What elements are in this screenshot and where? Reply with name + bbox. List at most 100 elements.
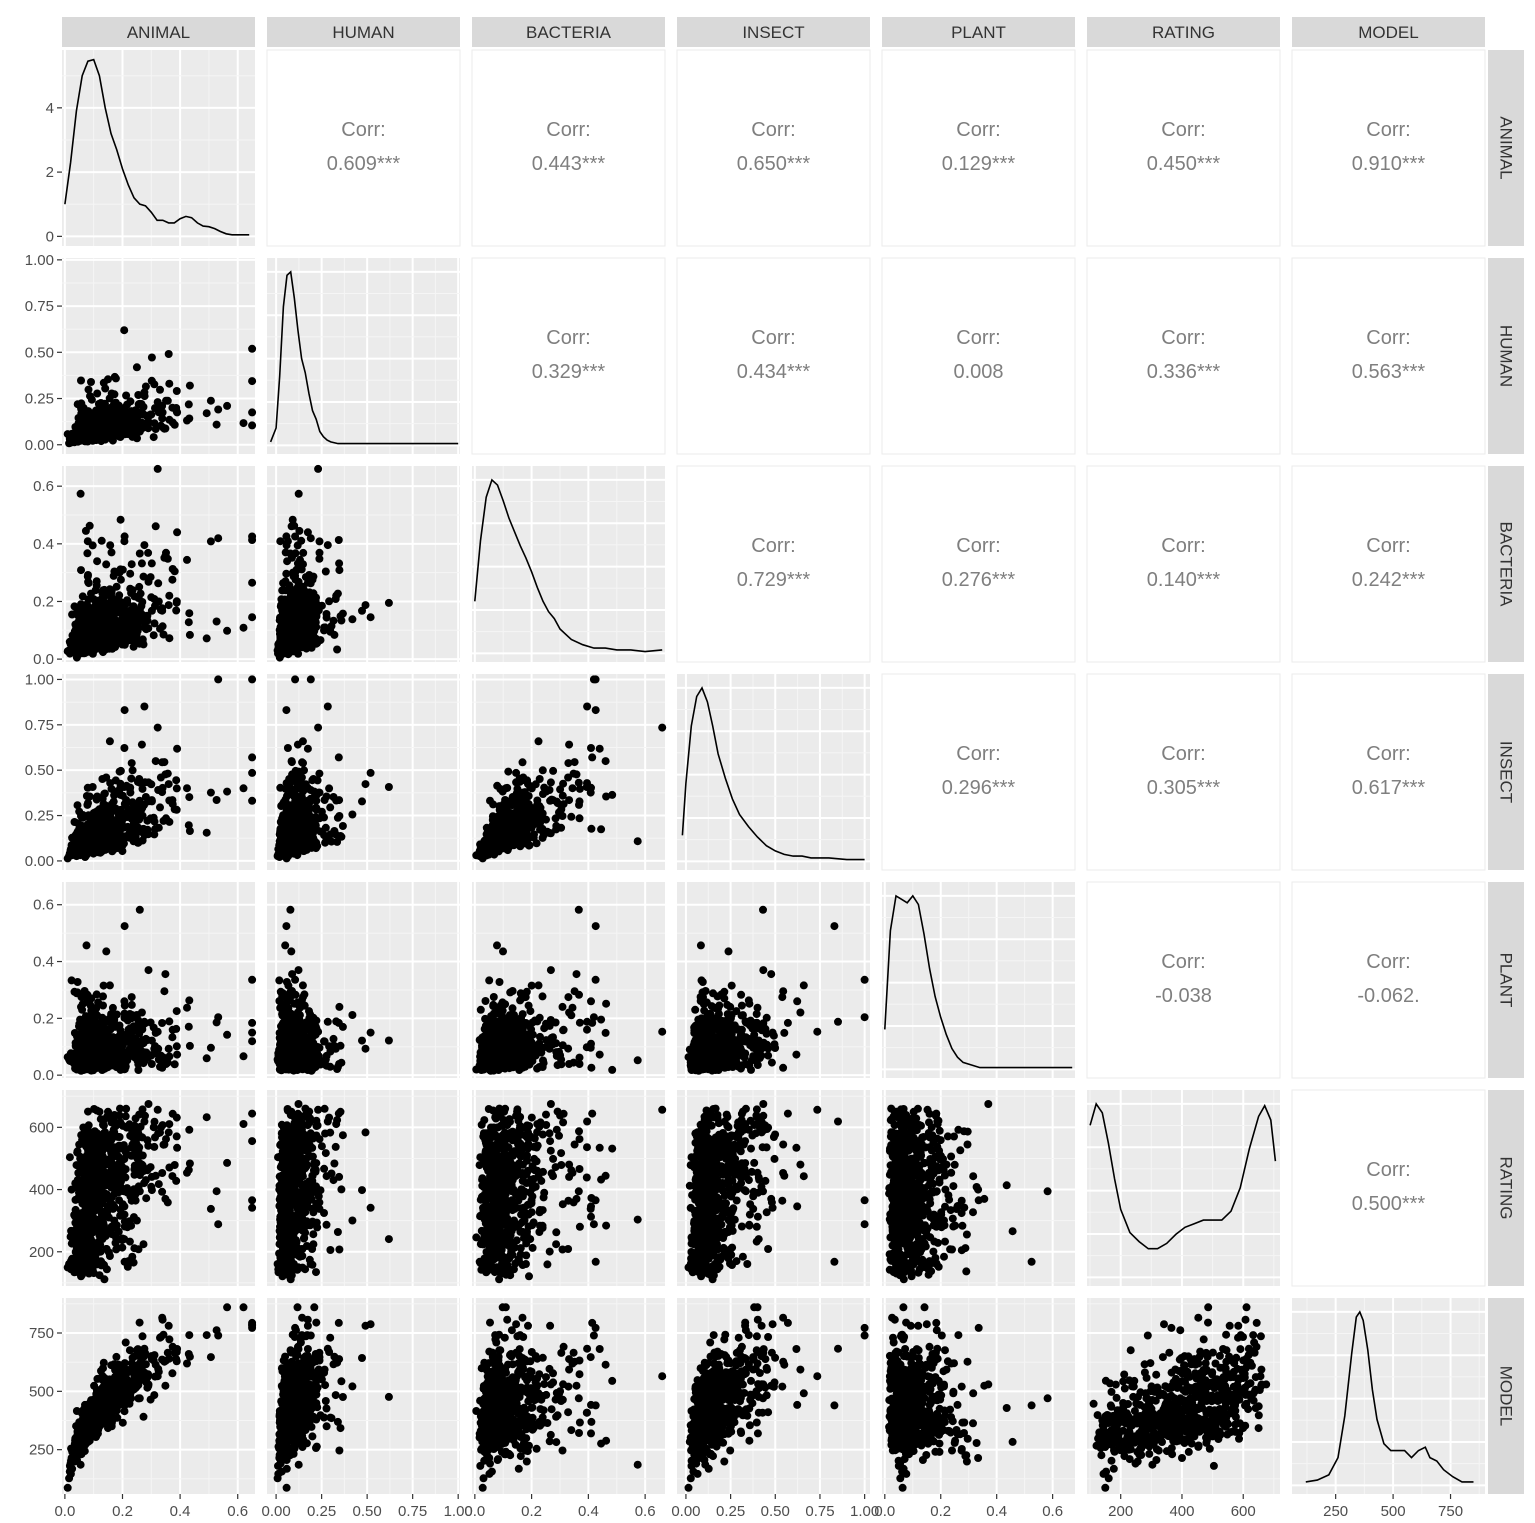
corr-label: Corr: [956, 535, 1000, 557]
scatter-point [91, 809, 100, 818]
scatter-point [138, 420, 147, 429]
scatter-point [361, 780, 370, 789]
scatter-point [298, 846, 307, 855]
scatter-point [104, 375, 112, 384]
scatter-point [515, 792, 524, 801]
scatter-point [520, 820, 529, 829]
corr-value: 0.329*** [532, 361, 606, 383]
scatter-point [212, 617, 221, 626]
scatter-point [299, 759, 307, 768]
scatter-point [185, 996, 194, 1005]
scatter-point [158, 1019, 167, 1027]
scatter-point [285, 775, 294, 783]
scatter-point [248, 753, 257, 762]
scatter-point [214, 675, 223, 684]
scatter-point [278, 814, 287, 823]
scatter-point [313, 776, 322, 785]
scatter-point [99, 800, 108, 809]
scatter-point [366, 768, 375, 777]
scatter-point [384, 783, 393, 791]
scatter-point [135, 905, 144, 914]
scatter-point [172, 387, 181, 395]
scatter-point [501, 796, 510, 804]
scatter-point [316, 636, 325, 645]
corr-panel-background [881, 673, 1076, 871]
scatter-point [107, 548, 116, 557]
scatter-point [125, 785, 134, 793]
scatter-point [308, 608, 317, 617]
scatter-point [172, 606, 181, 615]
scatter-point [87, 378, 95, 386]
scatter-point [100, 789, 109, 798]
scatter-point [151, 757, 160, 766]
scatter-point [558, 812, 567, 820]
scatter-point [110, 567, 119, 576]
scatter-point [130, 807, 139, 816]
scatter-point [165, 634, 174, 643]
scatter-point [311, 821, 320, 830]
scatter-point [595, 744, 604, 753]
scatter-point [150, 380, 159, 389]
scatter-point [322, 792, 331, 801]
scatter-point [100, 638, 109, 647]
scatter-point [587, 824, 596, 833]
scatter-point [326, 803, 335, 812]
corr-value: 0.910*** [1352, 153, 1426, 175]
scatter-point [320, 813, 328, 822]
scatter-point [206, 1043, 215, 1052]
scatter-point [89, 629, 98, 638]
scatter-point [297, 804, 306, 813]
scatter-point [137, 559, 146, 568]
scatter-point [165, 1017, 174, 1026]
corr-value: 0.450*** [1147, 153, 1221, 175]
panel-bacteria-animal [62, 464, 257, 662]
scatter-point [150, 619, 159, 628]
scatter-point [291, 675, 300, 684]
scatter-point [113, 408, 122, 417]
scatter-point [338, 822, 347, 830]
scatter-point [173, 744, 182, 753]
scatter-point [144, 778, 153, 787]
scatter-point [323, 541, 332, 550]
scatter-point [202, 828, 211, 837]
scatter-point [206, 788, 215, 797]
scatter-point [168, 796, 177, 805]
scatter-point [107, 784, 116, 793]
scatter-point [76, 489, 85, 498]
scatter-point [77, 413, 86, 422]
scatter-point [107, 434, 116, 443]
corr-value: 0.276*** [942, 569, 1016, 591]
corr-label: Corr: [751, 535, 795, 557]
scatter-point [100, 810, 108, 819]
scatter-point [568, 784, 577, 793]
scatter-point [129, 602, 138, 611]
scatter-point [119, 635, 128, 644]
scatter-point [575, 784, 584, 793]
scatter-point [184, 618, 193, 627]
corr-label: Corr: [1161, 535, 1205, 557]
scatter-point [591, 706, 600, 715]
scatter-point [557, 823, 566, 832]
scatter-point [300, 766, 308, 775]
scatter-point [308, 575, 317, 584]
scatter-point [558, 791, 567, 800]
scatter-point [164, 1044, 173, 1053]
scatter-point [87, 395, 96, 404]
scatter-point [129, 642, 138, 651]
scatter-point [172, 1042, 181, 1051]
corr-value: 0.296*** [942, 777, 1016, 799]
scatter-point [114, 608, 123, 617]
scatter-point [143, 1036, 152, 1045]
panel-animal-model: Corr:0.910*** [1291, 49, 1486, 247]
scatter-point [504, 767, 513, 776]
scatter-point [334, 536, 343, 544]
scatter-point [591, 675, 600, 684]
panel-insect-animal [62, 674, 257, 870]
scatter-point [587, 783, 595, 792]
corr-value: 0.008 [953, 361, 1003, 383]
scatter-point [223, 1030, 232, 1039]
scatter-point [291, 589, 300, 597]
scatter-point [303, 744, 312, 753]
panel-insect-insect [677, 674, 870, 870]
scatter-point [147, 1060, 156, 1068]
